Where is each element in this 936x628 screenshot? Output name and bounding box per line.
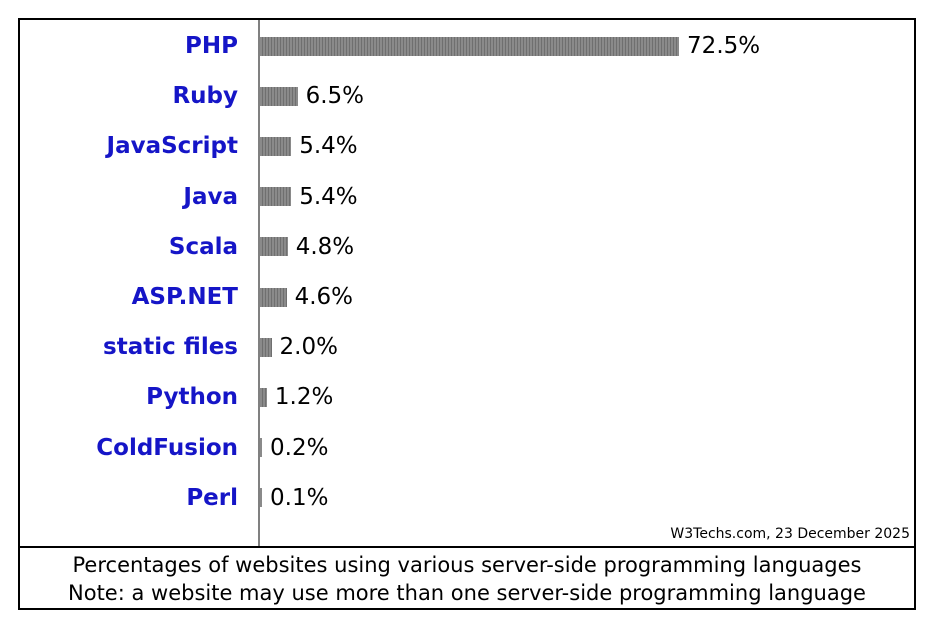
value-label-java: 5.4% (299, 183, 358, 210)
value-label-static-files: 2.0% (279, 334, 338, 361)
category-label-coldfusion: ColdFusion (96, 434, 238, 461)
bar-static-files (260, 337, 272, 357)
bar-ruby (260, 86, 298, 106)
chart-frame: W3Techs.com, 23 December 2025 PHP 72.5% Ru… (18, 18, 916, 610)
category-label-php: PHP (185, 33, 238, 59)
bar-python (260, 387, 267, 407)
value-label-javascript: 5.4% (299, 133, 358, 160)
value-label-scala: 4.8% (295, 233, 355, 260)
y-axis-line (258, 20, 260, 546)
category-label-perl: Perl (186, 484, 238, 511)
caption-line-2: Note: a website may use more than one se… (68, 581, 866, 605)
bar-perl (260, 488, 262, 508)
bar-php (260, 36, 680, 56)
value-label-coldfusion: 0.2% (270, 434, 329, 461)
bar-coldfusion (260, 438, 262, 458)
value-label-ruby: 6.5% (305, 83, 364, 110)
bar-java (260, 187, 292, 207)
value-label-python: 1.2% (274, 384, 334, 411)
category-label-python: Python (146, 384, 238, 411)
value-label-php: 72.5% (687, 33, 761, 59)
value-label-perl: 0.1% (270, 484, 329, 511)
category-label-scala: Scala (168, 233, 238, 260)
bar-asp-net (260, 287, 287, 307)
bar-scala (260, 237, 288, 257)
category-label-java: Java (183, 183, 238, 210)
category-label-asp-net: ASP.NET (131, 284, 238, 310)
caption-line-1: Percentages of websites using various se… (72, 553, 862, 577)
source-note: W3Techs.com, 23 December 2025 (670, 526, 910, 542)
category-label-ruby: Ruby (172, 83, 238, 110)
plot-area: W3Techs.com, 23 December 2025 PHP 72.5% Ru… (20, 20, 914, 548)
category-label-javascript: JavaScript (106, 133, 238, 160)
value-label-asp-net: 4.6% (294, 284, 354, 310)
chart-caption: Percentages of websites using various se… (20, 548, 914, 608)
category-label-static-files: static files (103, 334, 238, 361)
bar-javascript (260, 136, 292, 156)
